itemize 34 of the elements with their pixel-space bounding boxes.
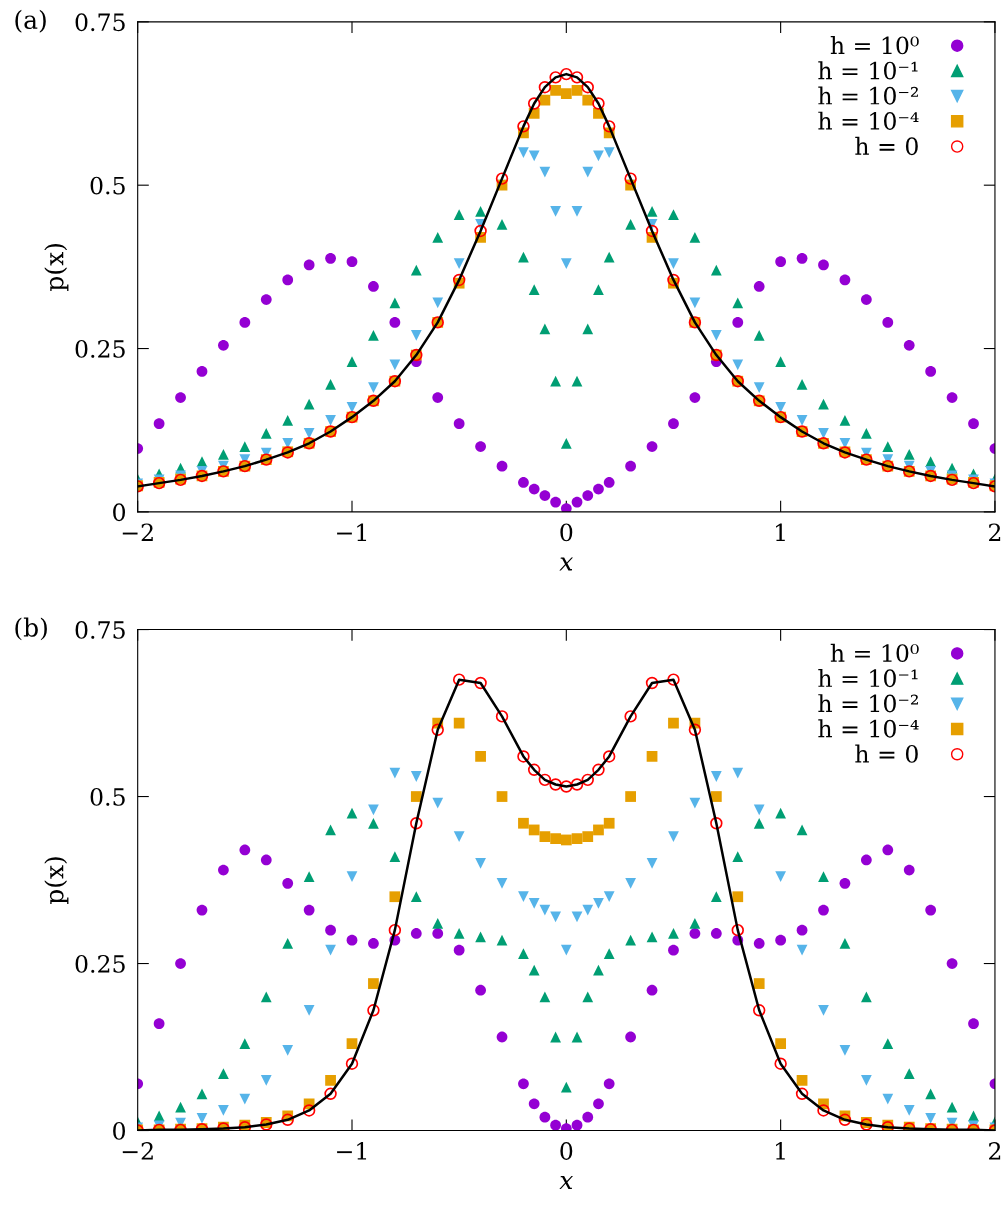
legend-label: h = 10⁻² xyxy=(818,694,918,713)
legend-label: h = 0 xyxy=(855,136,918,156)
y-tick-label: 0 xyxy=(113,1121,126,1140)
legend-label: h = 0 xyxy=(855,744,918,763)
chart-title: (b) xyxy=(15,617,47,641)
y-tick-label: 0.75 xyxy=(75,620,125,639)
y-tick-label: 0.5 xyxy=(90,176,125,195)
legend-label: h = 10⁻² xyxy=(818,86,918,105)
x-tick-label: 2 xyxy=(989,523,1001,541)
x-tick-label: 0 xyxy=(560,1142,573,1160)
legend-label: h = 10⁻⁴ xyxy=(818,111,919,130)
x-tick-label: 0 xyxy=(560,523,573,542)
y-tick-label: 0.25 xyxy=(75,954,125,973)
x-tick-label: 1 xyxy=(776,523,785,541)
y-tick-label: 0.25 xyxy=(75,339,125,358)
x-axis-title: x xyxy=(559,557,573,571)
y-tick-label: 0 xyxy=(113,503,126,522)
x-axis-title: x xyxy=(559,1176,573,1190)
legend-label: h = 10⁰ xyxy=(830,36,919,55)
legend-label: h = 10⁰ xyxy=(830,643,919,662)
x-tick-label: −1 xyxy=(337,523,367,541)
x-tick-label: 1 xyxy=(776,1142,785,1160)
legend-label: h = 10⁻¹ xyxy=(818,61,918,80)
x-tick-label: −2 xyxy=(122,523,153,541)
y-axis-title: p(x) xyxy=(44,244,69,291)
chart-title: (a) xyxy=(15,9,46,33)
y-tick-label: 0.75 xyxy=(75,13,125,32)
legend-label: h = 10⁻⁴ xyxy=(818,719,919,738)
y-axis-title: p(x) xyxy=(44,857,69,905)
legend-label: h = 10⁻¹ xyxy=(818,668,918,688)
x-tick-label: −1 xyxy=(337,1142,367,1160)
y-tick-label: 0.5 xyxy=(90,787,125,806)
x-tick-label: 2 xyxy=(989,1142,1001,1160)
x-tick-label: −2 xyxy=(122,1142,153,1160)
